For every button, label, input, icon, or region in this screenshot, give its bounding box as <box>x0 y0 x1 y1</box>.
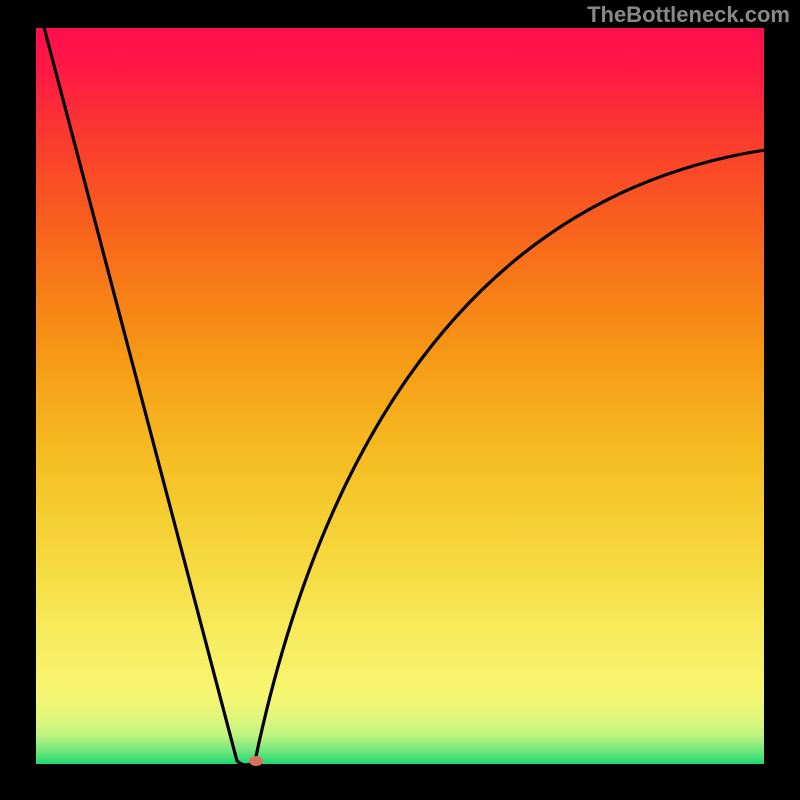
optimum-marker <box>249 756 263 766</box>
chart-container: { "meta": { "watermark": "TheBottleneck.… <box>0 0 800 800</box>
watermark-text: TheBottleneck.com <box>587 2 790 28</box>
chart-svg <box>0 0 800 800</box>
plot-background <box>36 28 764 764</box>
